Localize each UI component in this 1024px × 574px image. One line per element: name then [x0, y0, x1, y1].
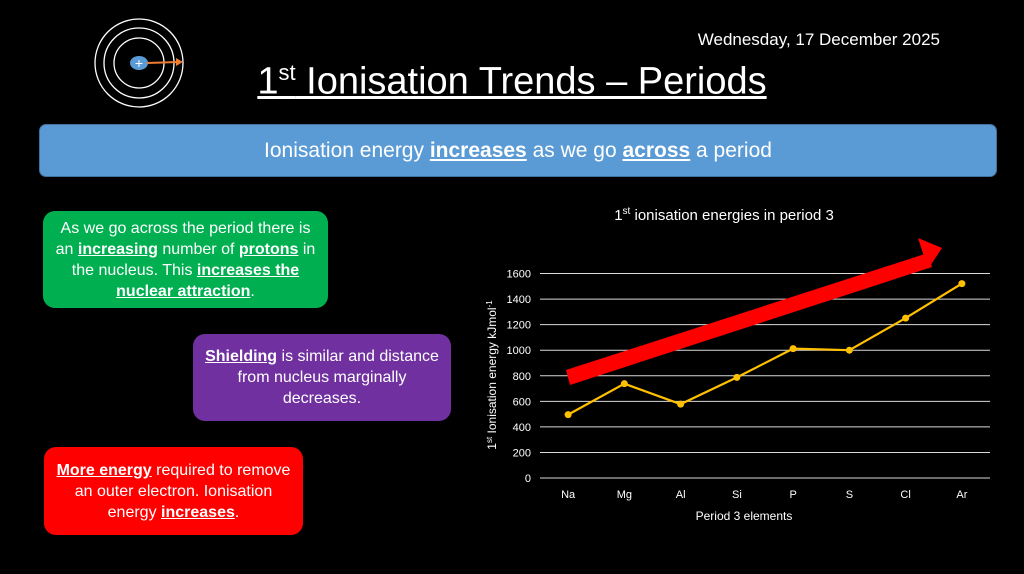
date: Wednesday, 17 December 2025: [697, 30, 940, 49]
x-tick-label: Cl: [900, 489, 910, 501]
data-point: [789, 345, 797, 353]
svg-text:+: +: [135, 55, 143, 71]
data-point: [677, 400, 685, 408]
data-point: [620, 380, 628, 388]
data-point: [564, 411, 572, 419]
y-tick-label: 200: [513, 447, 531, 459]
energy-explanation-box: More energy required to remove an outer …: [44, 447, 303, 535]
x-tick-label: Ar: [956, 489, 967, 501]
x-tick-label: Na: [561, 489, 576, 501]
data-point: [902, 314, 910, 322]
y-axis-label: 1st Ionisation energy kJmol-1: [485, 300, 499, 450]
atom-shells-icon: +: [94, 18, 184, 108]
y-tick-label: 1000: [507, 345, 531, 357]
y-tick-label: 1400: [507, 294, 531, 306]
banner: Ionisation energy increases as we go acr…: [39, 124, 997, 177]
x-tick-label: P: [789, 489, 796, 501]
protons-explanation-box: As we go across the period there is an i…: [43, 211, 328, 308]
y-tick-label: 600: [513, 396, 531, 408]
x-tick-label: Al: [676, 489, 686, 501]
y-tick-label: 1600: [507, 269, 531, 281]
x-axis-label: Period 3 elements: [696, 509, 793, 523]
x-tick-label: S: [846, 489, 853, 501]
y-tick-label: 1200: [507, 320, 531, 332]
x-tick-label: Si: [732, 489, 742, 501]
data-point: [845, 346, 853, 354]
data-point: [733, 373, 741, 381]
series-line: [567, 282, 963, 416]
shielding-explanation-box: Shielding is similar and distance from n…: [193, 334, 451, 421]
page-title: 1st Ionisation Trends – Periods: [257, 60, 767, 103]
ionisation-chart: 1st ionisation energies in period 3 0 200…: [485, 206, 990, 523]
y-tick-label: 400: [513, 422, 531, 434]
chart-title: 1st ionisation energies in period 3: [614, 206, 834, 224]
trend-arrow: [566, 238, 942, 385]
x-tick-label: Mg: [617, 489, 632, 501]
data-point: [958, 280, 966, 288]
y-tick-label: 800: [513, 371, 531, 383]
y-tick-label: 0: [525, 473, 531, 485]
